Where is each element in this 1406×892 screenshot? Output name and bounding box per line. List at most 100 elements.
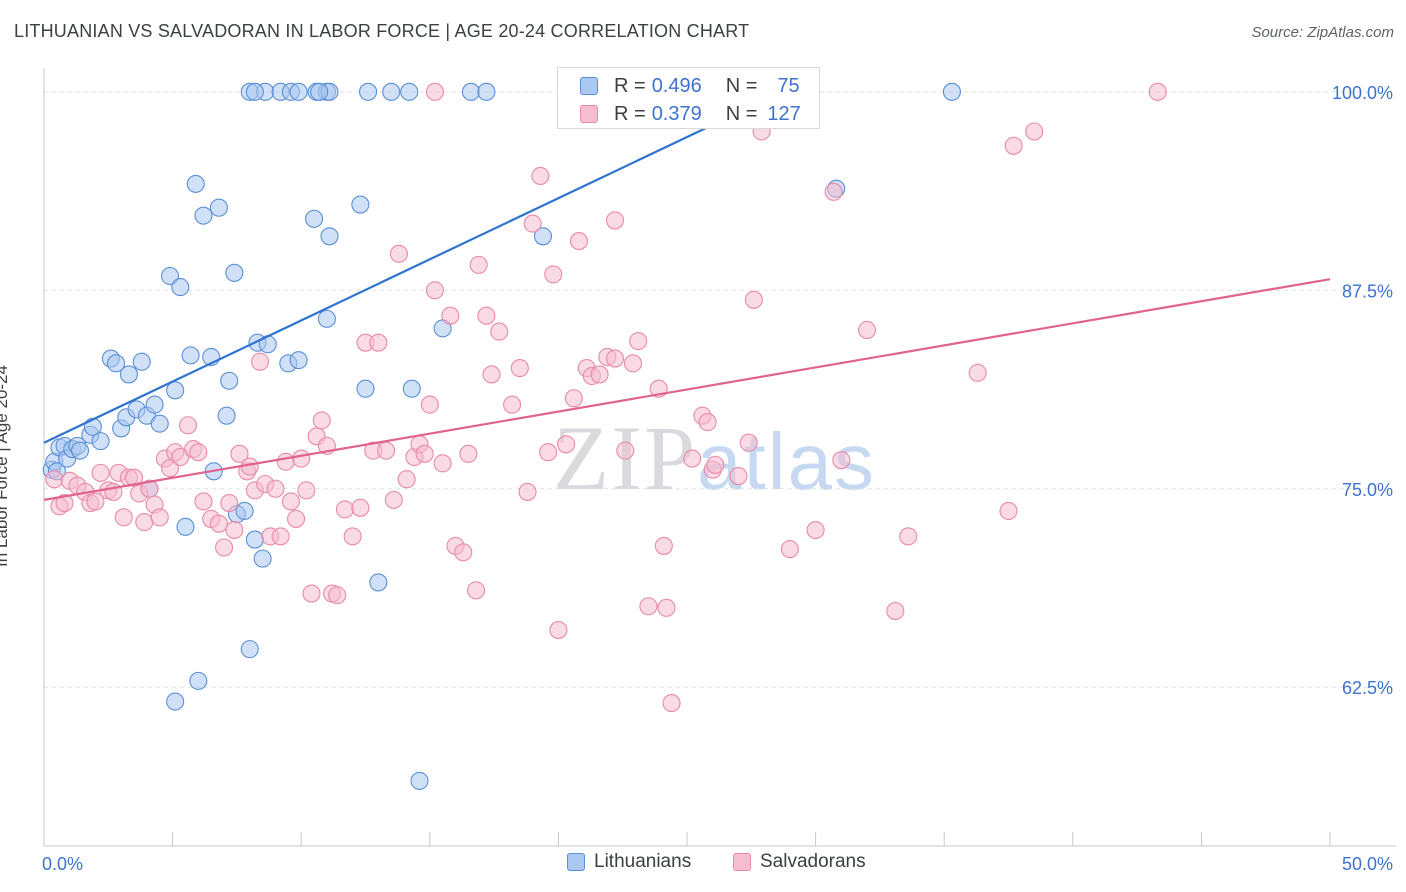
point-lithuanians [235, 501, 254, 521]
stats-n-label: N = [725, 102, 758, 125]
point-lithuanians [305, 209, 324, 228]
point-lithuanians [400, 82, 419, 101]
point-lithuanians [245, 82, 264, 101]
legend-item-lithuanians[interactable]: Lithuanians [567, 851, 691, 873]
point-salvadorans [590, 365, 609, 384]
y-axis-label: In Labor Force | Age 20-24 [0, 365, 11, 567]
legend-label-lithuanians: Lithuanians [594, 851, 692, 872]
point-salvadorans [312, 411, 331, 430]
stats-r-label: R = [614, 102, 646, 125]
stats-swatch-lithuanians [580, 77, 598, 95]
point-lithuanians [209, 198, 228, 217]
point-lithuanians [240, 640, 259, 659]
point-salvadorans [544, 265, 563, 284]
point-salvadorans [999, 501, 1018, 521]
point-salvadorans [654, 536, 673, 555]
point-lithuanians [317, 309, 336, 328]
stats-r-value: 0.496 [651, 74, 702, 97]
legend-label-salvadorans: Salvadorans [760, 851, 866, 872]
point-salvadorans [335, 500, 354, 519]
point-salvadorans [276, 452, 295, 471]
point-salvadorans [433, 454, 452, 473]
point-salvadorans [469, 255, 488, 274]
point-lithuanians [533, 227, 553, 246]
point-salvadorans [698, 413, 717, 432]
point-lithuanians [320, 227, 339, 246]
point-salvadorans [250, 352, 270, 371]
point-salvadorans [420, 395, 439, 414]
point-salvadorans [968, 363, 987, 382]
point-lithuanians [942, 82, 961, 101]
point-lithuanians [119, 365, 138, 384]
point-salvadorans [230, 444, 249, 463]
legend-item-salvadorans[interactable]: Salvadorans [733, 851, 866, 873]
point-salvadorans [209, 514, 228, 533]
point-salvadorans [490, 322, 509, 341]
point-salvadorans [281, 492, 300, 511]
legend-swatch-salvadorans [733, 853, 751, 871]
stats-n-value: 127 [767, 102, 801, 125]
point-salvadorans [1148, 82, 1167, 101]
point-salvadorans [523, 214, 542, 233]
point-salvadorans [886, 601, 905, 621]
point-salvadorans [225, 520, 244, 540]
point-lithuanians [171, 278, 190, 297]
point-salvadorans [55, 493, 74, 513]
point-lithuanians [181, 346, 200, 365]
point-salvadorans [178, 416, 198, 435]
point-salvadorans [510, 359, 529, 378]
point-salvadorans [214, 538, 234, 557]
point-lithuanians [402, 379, 421, 398]
stats-r-value: 0.379 [651, 102, 702, 125]
point-salvadorans [824, 182, 843, 201]
y-tick-label: 75.0% [1342, 480, 1393, 500]
point-salvadorans [150, 508, 169, 527]
point-salvadorans [623, 354, 643, 373]
point-lithuanians [150, 414, 169, 433]
point-salvadorans [266, 479, 285, 498]
point-lithuanians [186, 174, 205, 193]
point-salvadorans [539, 443, 558, 462]
point-salvadorans [832, 451, 851, 470]
point-salvadorans [287, 509, 306, 528]
point-salvadorans [467, 581, 486, 600]
point-lithuanians [356, 379, 375, 398]
point-salvadorans [369, 333, 388, 352]
point-salvadorans [351, 498, 370, 517]
point-salvadorans [1004, 136, 1023, 155]
point-salvadorans [729, 467, 748, 486]
point-lithuanians [194, 206, 213, 225]
point-lithuanians [166, 381, 185, 400]
point-salvadorans [616, 441, 635, 460]
point-salvadorans [739, 433, 758, 452]
point-salvadorans [459, 444, 478, 463]
point-salvadorans [744, 290, 763, 309]
x-tick-label: 50.0% [1342, 854, 1393, 874]
point-salvadorans [171, 447, 190, 467]
point-salvadorans [45, 470, 64, 489]
point-salvadorans [806, 520, 825, 540]
point-lithuanians [410, 771, 429, 790]
point-lithuanians [461, 82, 481, 101]
point-lithuanians [245, 530, 264, 549]
point-salvadorans [1025, 122, 1044, 141]
point-salvadorans [683, 449, 702, 468]
point-lithuanians [289, 82, 308, 101]
point-lithuanians [160, 266, 180, 286]
point-salvadorans [397, 470, 416, 489]
point-salvadorans [297, 481, 316, 500]
point-salvadorans [415, 444, 434, 463]
point-salvadorans [482, 365, 501, 384]
point-salvadorans [706, 455, 725, 474]
y-tick-label: 87.5% [1342, 281, 1393, 301]
point-lithuanians [289, 351, 308, 370]
point-salvadorans [91, 463, 110, 482]
stats-row-lithuanians: R = 0.496 N = 75 [580, 72, 800, 100]
point-lithuanians [176, 517, 195, 536]
point-salvadorans [86, 492, 105, 511]
point-lithuanians [145, 395, 164, 414]
point-salvadorans [518, 482, 537, 501]
point-salvadorans [425, 82, 444, 101]
point-lithuanians [70, 441, 90, 460]
point-lithuanians [359, 82, 378, 101]
